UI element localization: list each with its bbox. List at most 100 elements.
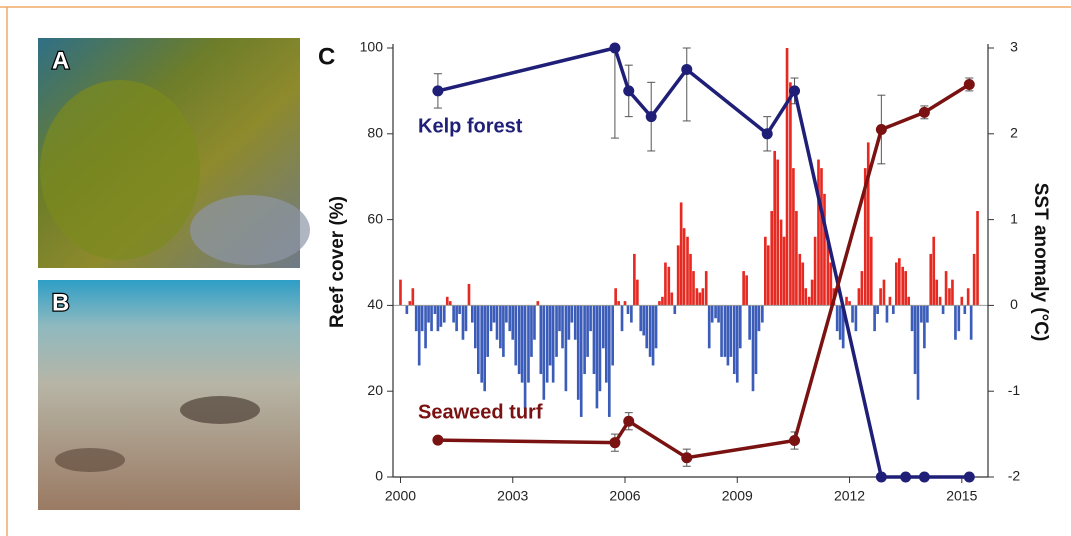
sst-bar — [490, 305, 493, 331]
x-tick-label: 2015 — [946, 488, 977, 504]
sst-bar — [917, 305, 920, 399]
sst-bar — [645, 305, 648, 348]
sst-bar — [845, 297, 848, 306]
sst-bar — [767, 245, 770, 305]
sst-bar — [418, 305, 421, 365]
sst-bar — [783, 237, 786, 306]
marker — [681, 452, 692, 463]
sst-bar — [742, 271, 745, 305]
sst-bar — [471, 305, 474, 322]
sst-bar — [717, 305, 720, 322]
sst-bar — [452, 305, 455, 322]
sst-bar — [561, 305, 564, 348]
x-tick-label: 2000 — [385, 488, 416, 504]
marker — [789, 435, 800, 446]
sst-bar — [583, 305, 586, 374]
sst-bar — [499, 305, 502, 348]
sst-bar — [580, 305, 583, 417]
sst-bar — [518, 305, 521, 374]
sst-bar — [870, 237, 873, 306]
sst-bar — [474, 305, 477, 348]
y-axis-label: Reef cover (%) — [327, 196, 348, 328]
sst-bar — [692, 271, 695, 305]
sst-bar — [851, 305, 854, 322]
sst-bar — [820, 168, 823, 305]
x-tick-label: 2012 — [834, 488, 865, 504]
marker — [646, 111, 657, 122]
sst-bar — [571, 305, 574, 322]
sst-bar — [614, 288, 617, 305]
sst-bar — [702, 288, 705, 305]
sst-bar — [792, 168, 795, 305]
sst-bar — [455, 305, 458, 331]
sst-bar — [939, 297, 942, 306]
sst-bar — [658, 301, 661, 305]
sst-bar — [437, 305, 440, 331]
sst-bar — [970, 305, 973, 339]
sst-bar — [424, 305, 427, 348]
marker — [789, 85, 800, 96]
sst-bar — [926, 305, 929, 322]
sst-bar — [627, 305, 630, 314]
sst-bar — [883, 280, 886, 306]
sst-bar — [412, 288, 415, 305]
sst-bar — [536, 301, 539, 305]
sst-bar — [462, 305, 465, 339]
panel-label: A — [52, 47, 69, 74]
sst-bar — [911, 305, 914, 331]
sst-bar — [789, 82, 792, 305]
sst-bar — [948, 288, 951, 305]
sst-bar — [683, 228, 686, 305]
sst-bar — [901, 267, 904, 306]
figure: A B C Reef cover (%) SST anomaly (°C) 02… — [0, 0, 1071, 536]
sst-bar — [945, 271, 948, 305]
sst-bar — [776, 160, 779, 306]
sst-bar — [593, 305, 596, 374]
sst-bar — [633, 254, 636, 305]
sst-bar — [932, 237, 935, 306]
sst-bar — [923, 305, 926, 348]
y2-tick-label: -1 — [1008, 382, 1021, 398]
sst-bar — [624, 301, 627, 305]
sst-bar — [973, 254, 976, 305]
sst-bar — [546, 305, 549, 382]
marker — [964, 79, 975, 90]
sst-bar — [976, 211, 979, 305]
marker — [609, 43, 620, 54]
sst-bar — [886, 305, 889, 322]
sst-bar — [786, 48, 789, 305]
x-tick-label: 2006 — [609, 488, 640, 504]
sst-bar — [667, 267, 670, 306]
sst-bar — [652, 305, 655, 365]
sst-bar — [596, 305, 599, 408]
y-tick-label: 0 — [375, 468, 383, 484]
series-label: Kelp forest — [418, 115, 523, 137]
sst-bar — [758, 305, 761, 331]
sst-bar — [780, 220, 783, 306]
y2-axis-label: SST anomaly (°C) — [1030, 183, 1051, 342]
sst-bar — [605, 305, 608, 382]
sst-bar — [861, 271, 864, 305]
sst-bar — [608, 305, 611, 417]
sst-bar — [773, 151, 776, 305]
sst-bar — [458, 305, 461, 314]
panel-label: B — [52, 289, 69, 316]
marker — [876, 124, 887, 135]
sst-bar — [705, 271, 708, 305]
sst-bar — [502, 305, 505, 356]
sst-bar — [817, 160, 820, 306]
sst-bar — [446, 297, 449, 306]
sst-bar — [755, 305, 758, 374]
sst-bar — [427, 305, 430, 322]
sst-bar — [568, 305, 571, 339]
sst-bar — [808, 297, 811, 306]
y-tick-label: 100 — [360, 39, 384, 55]
sst-bar — [960, 297, 963, 306]
sst-bar — [443, 305, 446, 322]
sst-bar — [524, 305, 527, 408]
marker — [432, 85, 443, 96]
sst-bar — [496, 305, 499, 339]
sst-bar — [733, 305, 736, 374]
photo-turf — [180, 396, 260, 424]
sst-bar — [873, 305, 876, 331]
